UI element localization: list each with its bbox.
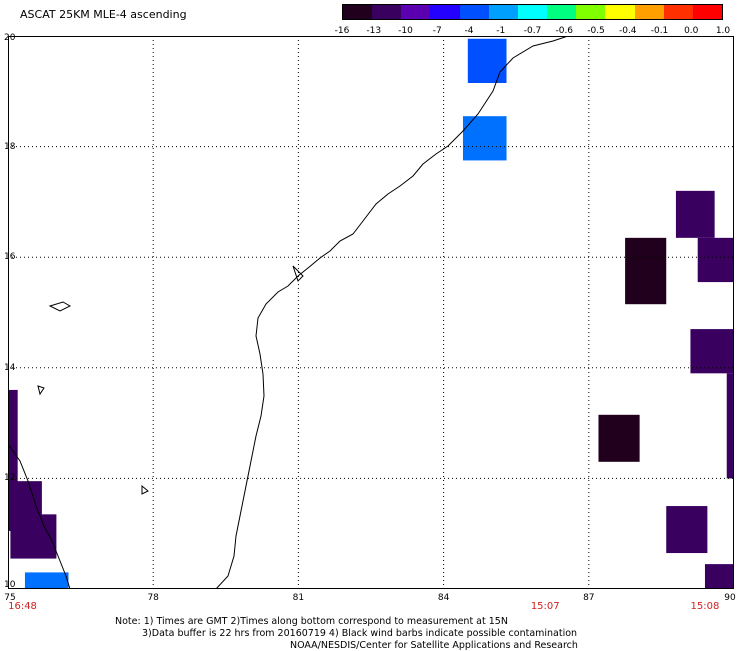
colorbar-label: -0.7 — [523, 26, 542, 36]
colorbar-label: -1 — [496, 26, 506, 36]
y-tick-label: 10 — [4, 580, 16, 590]
scatterometer-cell — [10, 514, 57, 559]
scatterometer-cell — [675, 190, 715, 238]
colorbar-label: -0.6 — [555, 26, 574, 36]
y-tick-label: 14 — [4, 362, 16, 373]
colorbar-label: -10 — [398, 26, 413, 36]
scatterometer-cell — [598, 414, 640, 462]
colorbar-swatch — [401, 5, 431, 19]
colorbar-label: -16 — [334, 26, 350, 36]
colorbar-swatch — [343, 5, 373, 19]
y-tick-label: 16 — [4, 252, 16, 263]
colorbar-label: -0.1 — [650, 26, 669, 36]
colorbar-swatch — [547, 5, 577, 19]
x-tick-label: 81 — [292, 593, 305, 603]
pass-time-label: 16:48 — [8, 601, 37, 612]
note-line-2: 3)Data buffer is 22 hrs from 20160719 4)… — [142, 628, 578, 639]
scatterometer-cell — [462, 116, 507, 161]
scatterometer-cell — [690, 329, 734, 374]
colorbar-swatch — [372, 5, 402, 19]
scatterometer-cell — [467, 38, 507, 84]
map-plot — [8, 36, 734, 589]
note-line-1: Note: 1) Times are GMT 2)Times along bot… — [115, 616, 508, 627]
colorbar-swatch — [430, 5, 460, 19]
colorbar-label: 1.0 — [715, 26, 731, 36]
x-tick-label: 78 — [147, 593, 159, 603]
note-line-3: NOAA/NESDIS/Center for Satellite Applica… — [290, 640, 578, 651]
colorbar-label: 0.0 — [684, 26, 699, 36]
colorbar-swatch — [634, 5, 664, 19]
colorbar-label: -0.5 — [587, 26, 605, 36]
coastline-india-west — [8, 443, 71, 589]
scatterometer-cell — [697, 237, 734, 283]
colorbar-label: -4 — [464, 26, 474, 36]
colorbar-label: -0.4 — [618, 26, 637, 36]
pass-time-label: 15:07 — [530, 601, 560, 612]
colorbar-swatch — [605, 5, 635, 19]
scatterometer-cell — [704, 564, 734, 589]
x-tick-label: 75 — [4, 593, 16, 603]
y-tick-label: 18 — [4, 141, 16, 152]
colorbar-swatch — [459, 5, 489, 19]
x-tick-label: 87 — [583, 593, 595, 603]
plot-border — [8, 36, 734, 589]
scatterometer-cell — [666, 506, 708, 554]
colorbar-swatch — [576, 5, 606, 19]
scatterometer-cell — [8, 389, 18, 484]
colorbar-swatch — [488, 5, 518, 19]
x-tick-label: 84 — [437, 593, 450, 603]
colorbar-label: -13 — [366, 26, 382, 36]
colorbar — [342, 4, 723, 20]
coastline-small-islands — [37, 265, 304, 495]
colorbar-swatch — [517, 5, 548, 19]
pass-time-label: 15:08 — [690, 601, 720, 612]
colorbar-labels: -16 -13 -10 -7 -4 -1 -0.7 -0.6 -0.5 -0.4 -0.1 0.0 1.… — [330, 26, 735, 40]
y-tick-label: 12 — [4, 473, 16, 484]
scatterometer-cell — [625, 237, 667, 305]
coastline-india-east — [215, 36, 569, 589]
scatterometer-cell — [24, 572, 69, 589]
colorbar-swatch — [663, 5, 693, 19]
scatterometer-cell — [726, 373, 734, 479]
map-canvas — [8, 36, 734, 589]
map-title: ASCAT 25KM MLE-4 ascending — [20, 8, 187, 21]
colorbar-swatch — [692, 5, 723, 19]
colorbar-label: -7 — [432, 26, 442, 36]
x-tick-label: 90 — [724, 593, 736, 603]
y-tick-label: 20 — [4, 33, 16, 43]
